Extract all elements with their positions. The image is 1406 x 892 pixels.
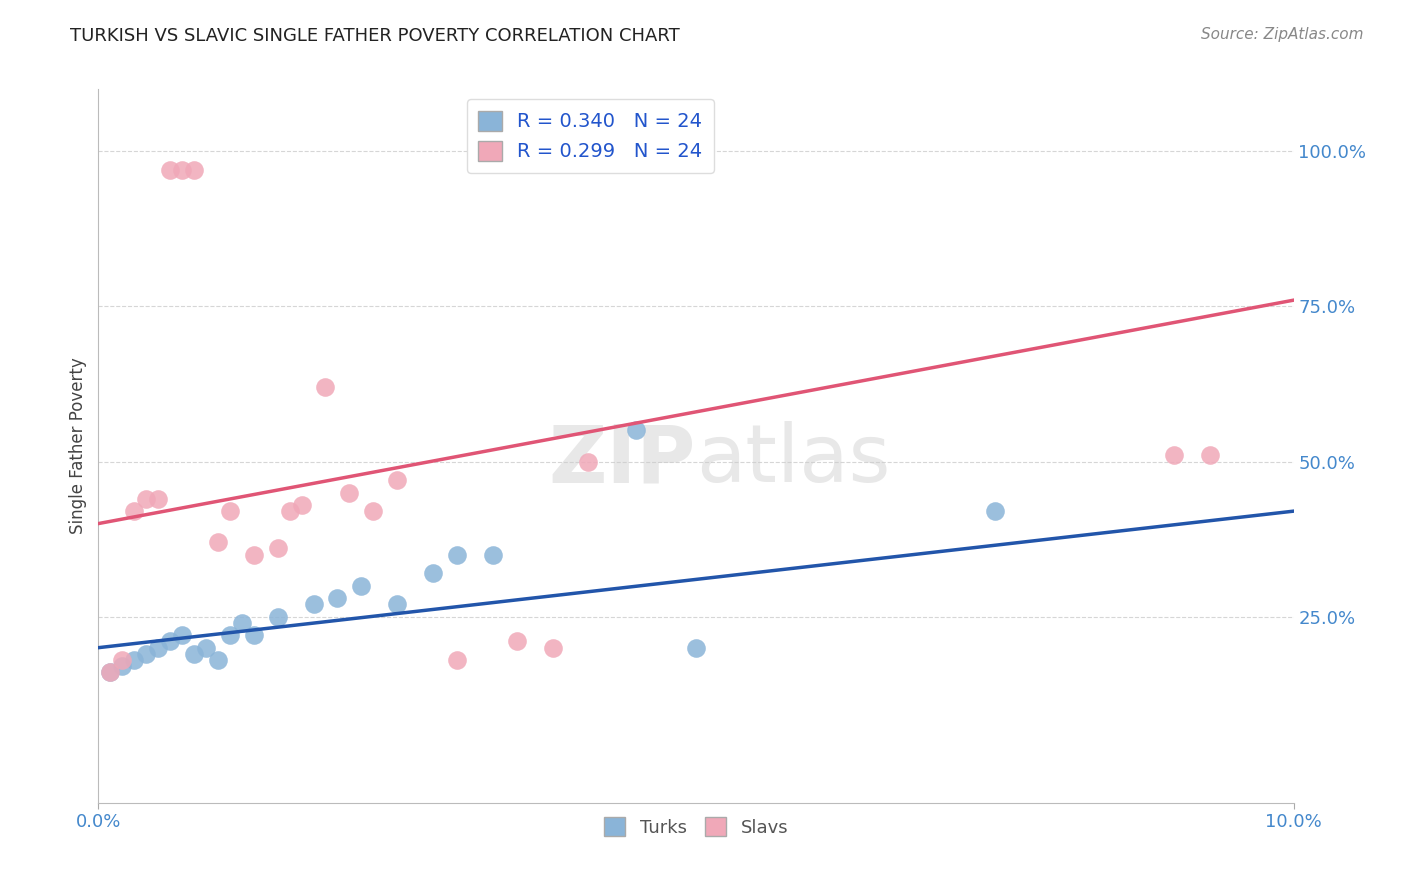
Y-axis label: Single Father Poverty: Single Father Poverty [69, 358, 87, 534]
Point [219, 628, 242, 642]
Point [1163, 448, 1185, 462]
Point [219, 504, 242, 518]
Point [135, 647, 157, 661]
Text: ZIP: ZIP [548, 421, 696, 500]
Point [984, 504, 1007, 518]
Point [326, 591, 349, 605]
Point [302, 597, 325, 611]
Point [243, 628, 266, 642]
Point [135, 491, 157, 506]
Point [111, 659, 134, 673]
Point [159, 162, 181, 177]
Point [124, 504, 146, 518]
Text: TURKISH VS SLAVIC SINGLE FATHER POVERTY CORRELATION CHART: TURKISH VS SLAVIC SINGLE FATHER POVERTY … [70, 27, 681, 45]
Point [159, 634, 181, 648]
Point [267, 541, 290, 556]
Point [124, 653, 146, 667]
Point [172, 628, 194, 642]
Point [98, 665, 122, 680]
Point [1199, 448, 1222, 462]
Point [207, 653, 229, 667]
Point [148, 491, 170, 506]
Point [278, 504, 301, 518]
Point [207, 535, 229, 549]
Point [243, 548, 266, 562]
Text: atlas: atlas [696, 421, 890, 500]
Point [267, 609, 290, 624]
Point [148, 640, 170, 655]
Point [350, 579, 373, 593]
Point [385, 473, 409, 487]
Point [578, 454, 600, 468]
Point [231, 615, 253, 630]
Point [183, 162, 205, 177]
Point [385, 597, 409, 611]
Point [195, 640, 218, 655]
Point [685, 640, 707, 655]
Point [98, 665, 122, 680]
Point [172, 162, 194, 177]
Point [446, 653, 468, 667]
Legend: Turks, Slavs: Turks, Slavs [596, 810, 796, 844]
Point [626, 424, 648, 438]
Point [506, 634, 529, 648]
Text: Source: ZipAtlas.com: Source: ZipAtlas.com [1201, 27, 1364, 42]
Point [183, 647, 205, 661]
Point [363, 504, 385, 518]
Point [339, 485, 361, 500]
Point [482, 548, 505, 562]
Point [291, 498, 314, 512]
Point [315, 380, 337, 394]
Point [541, 640, 564, 655]
Point [422, 566, 444, 581]
Point [111, 653, 134, 667]
Point [446, 548, 468, 562]
